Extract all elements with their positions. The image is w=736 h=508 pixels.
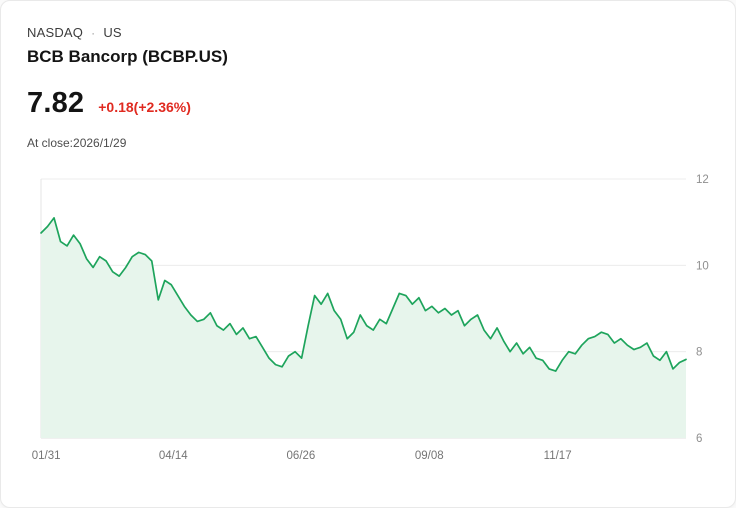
y-axis-label-8: 8 xyxy=(696,347,702,359)
price-chart[interactable]: 6 8 10 12 01/31 04/14 06/26 09/08 11/17 xyxy=(1,165,735,475)
exchange-label: NASDAQ xyxy=(27,25,84,40)
x-axis-label-01-31: 01/31 xyxy=(32,450,61,462)
separator-dot: · xyxy=(91,25,96,40)
price-change: +0.18(+2.36%) xyxy=(98,99,191,115)
x-axis-label-11-17: 11/17 xyxy=(544,450,572,462)
price-line xyxy=(40,217,687,372)
y-axis-label-12: 12 xyxy=(696,174,709,186)
price-row: 7.82 +0.18(+2.36%) xyxy=(1,67,735,120)
quote-header: NASDAQ · US BCB Bancorp (BCBP.US) xyxy=(1,1,735,67)
exchange-row: NASDAQ · US xyxy=(27,25,709,40)
price-chart-svg: 6 8 10 12 01/31 04/14 06/26 09/08 11/17 xyxy=(32,174,709,462)
y-axis-label-10: 10 xyxy=(696,260,709,272)
x-axis-label-06-26: 06/26 xyxy=(287,450,316,462)
y-axis-label-6: 6 xyxy=(696,433,702,445)
x-axis-label-04-14: 04/14 xyxy=(159,450,188,462)
region-label: US xyxy=(103,25,122,40)
price-area xyxy=(41,217,686,438)
current-price: 7.82 xyxy=(27,87,85,119)
as-of-note: At close:2026/1/29 xyxy=(27,136,127,150)
stock-title: BCB Bancorp (BCBP.US) xyxy=(27,47,228,66)
x-axis-label-09-08: 09/08 xyxy=(415,450,444,462)
